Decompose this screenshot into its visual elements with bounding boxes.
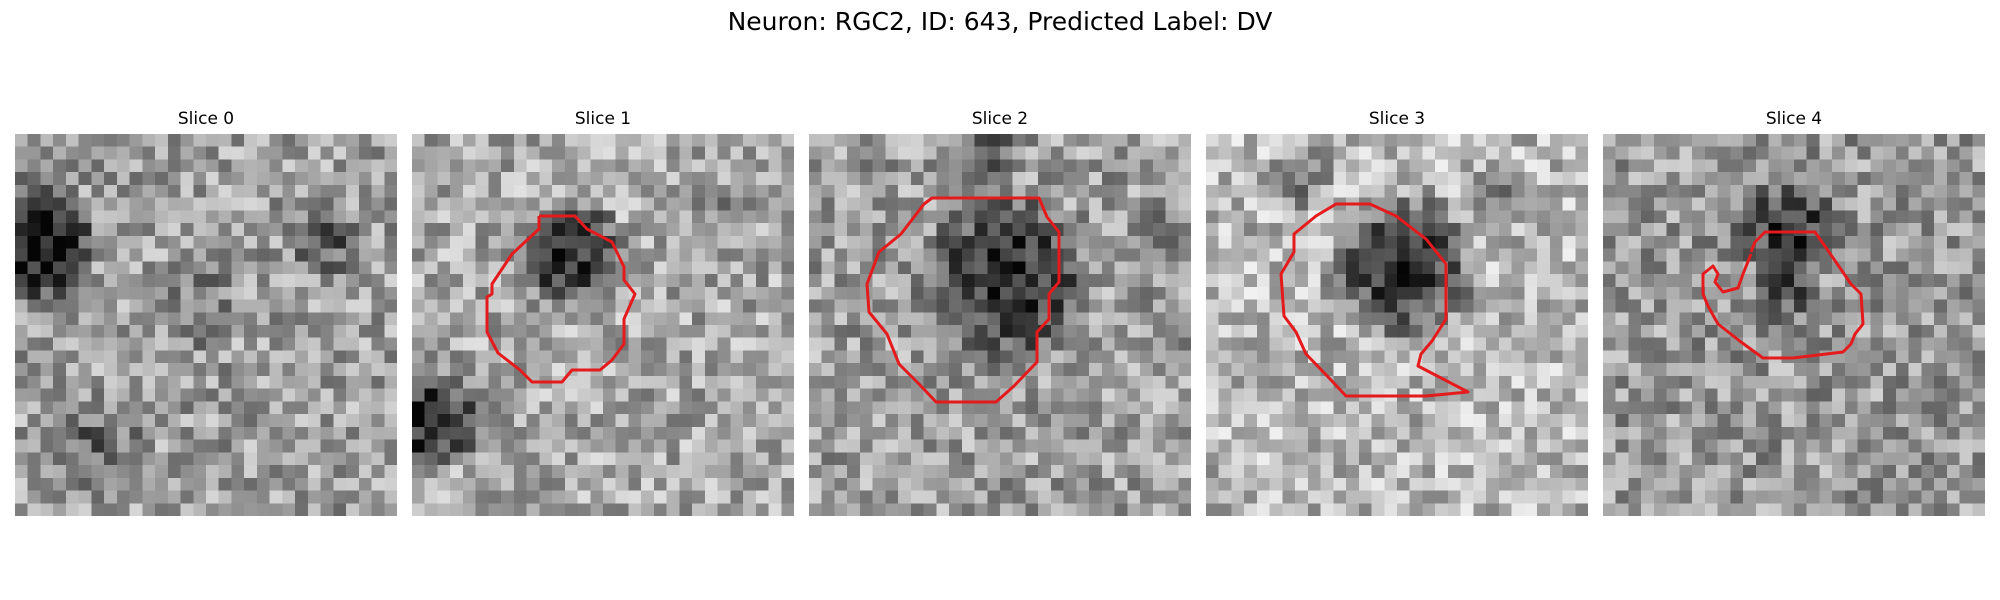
segmentation-outline-2 (865, 196, 1061, 404)
slice-title-4: Slice 4 (1765, 109, 1823, 129)
slice-title-0: Slice 0 (177, 109, 235, 129)
slice-image-4 (1603, 134, 1985, 516)
slice-panel-0: Slice 0 (15, 108, 397, 520)
slice-image-0 (15, 134, 397, 516)
segmentation-outline-1 (485, 214, 637, 384)
segmentation-outline-3 (1279, 202, 1470, 398)
slice-image-3 (1206, 134, 1588, 516)
figure-title: Neuron: RGC2, ID: 643, Predicted Label: … (727, 7, 1273, 36)
slice-title-1: Slice 1 (574, 109, 632, 129)
slice-panel-3: Slice 3 (1206, 108, 1588, 520)
slice-image-1 (412, 134, 794, 516)
slice-title-2: Slice 2 (971, 109, 1029, 129)
slice-title-3: Slice 3 (1368, 109, 1426, 129)
slice-panel-4: Slice 4 (1603, 108, 1985, 520)
segmentation-outline-4 (1701, 230, 1865, 360)
slice-panel-2: Slice 2 (809, 108, 1191, 520)
slice-panel-1: Slice 1 (412, 108, 794, 520)
